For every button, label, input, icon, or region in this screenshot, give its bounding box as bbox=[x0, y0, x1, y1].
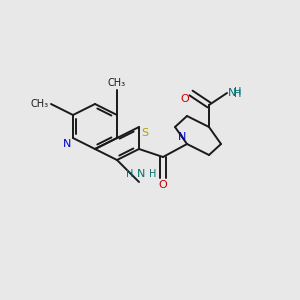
Text: N: N bbox=[63, 139, 71, 149]
Text: H: H bbox=[234, 87, 242, 97]
Text: S: S bbox=[141, 128, 148, 138]
Text: N: N bbox=[228, 88, 236, 98]
Text: O: O bbox=[159, 180, 167, 190]
Text: H: H bbox=[234, 89, 242, 99]
Text: O: O bbox=[180, 94, 189, 104]
Text: N: N bbox=[137, 169, 145, 179]
Text: CH₃: CH₃ bbox=[31, 99, 49, 109]
Text: H: H bbox=[149, 169, 156, 179]
Text: CH₃: CH₃ bbox=[108, 78, 126, 88]
Text: N: N bbox=[178, 132, 186, 142]
Text: H: H bbox=[126, 169, 133, 179]
